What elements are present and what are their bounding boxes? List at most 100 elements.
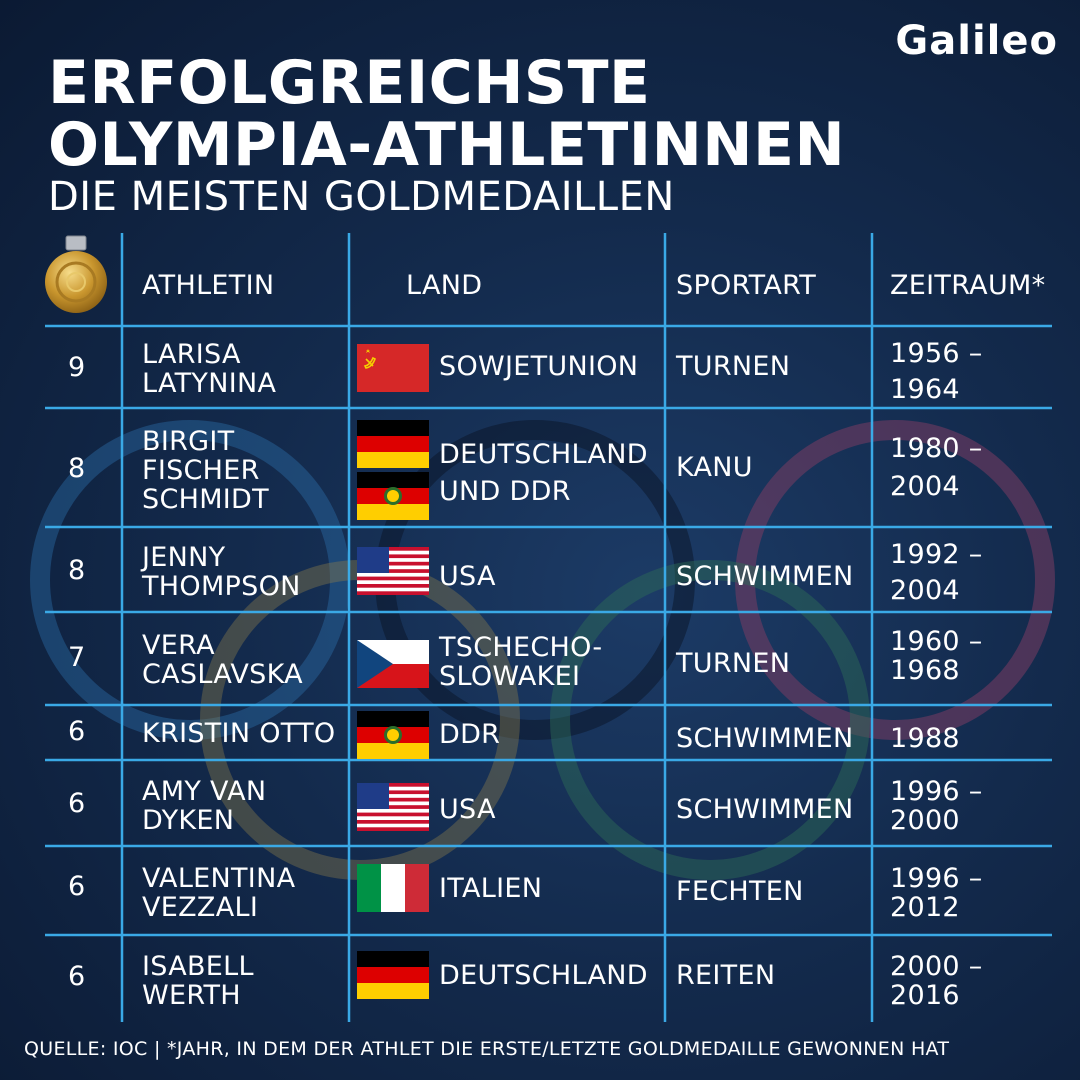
period-line: 2004 bbox=[890, 575, 960, 606]
country-name: SOWJETUNION bbox=[439, 351, 639, 382]
period-cell: 1992 – 2004 bbox=[890, 537, 983, 609]
country-name: SLOWAKEI bbox=[439, 661, 581, 692]
period-line: 1996 – bbox=[890, 776, 983, 807]
rank-cell: 6 bbox=[68, 788, 86, 819]
athlete-name-line: JENNY bbox=[142, 542, 226, 573]
page-subtitle: DIE MEISTEN GOLDMEDAILLEN bbox=[48, 174, 675, 220]
sport-cell: SCHWIMMEN bbox=[676, 723, 854, 754]
athlete-name-line: BIRGIT bbox=[142, 426, 235, 457]
period-line: 2004 bbox=[890, 471, 960, 502]
rank-cell: 6 bbox=[68, 961, 86, 992]
sport-cell: KANU bbox=[676, 452, 753, 483]
country-name: DDR bbox=[439, 719, 501, 750]
athlete-cell: AMY VAN DYKEN bbox=[142, 777, 266, 835]
galileo-logo: Galileo bbox=[895, 18, 1058, 64]
rank-cell: 6 bbox=[68, 871, 86, 902]
usa-flag-icon bbox=[357, 783, 429, 831]
sport-cell: SCHWIMMEN bbox=[676, 794, 854, 825]
athlete-cell: VERA CASLAVSKA bbox=[142, 631, 303, 689]
athlete-name-line: CASLAVSKA bbox=[142, 659, 303, 690]
country-cell: ITALIEN bbox=[439, 874, 542, 903]
country-name: USA bbox=[439, 561, 496, 592]
athlete-cell: BIRGIT FISCHER SCHMIDT bbox=[142, 427, 269, 514]
athlete-cell: ISABELL WERTH bbox=[142, 952, 254, 1010]
title-line-1: ERFOLGREICHSTE bbox=[48, 48, 651, 118]
country-cell: USA bbox=[439, 795, 496, 824]
country-name: TSCHECHO- bbox=[439, 632, 603, 663]
athlete-name-line: LARISA bbox=[142, 339, 241, 370]
period-line: 1968 bbox=[890, 655, 960, 686]
athlete-name-line: FISCHER bbox=[142, 455, 260, 486]
gdr-flag-icon bbox=[357, 472, 429, 520]
period-cell: 1960 – 1968 bbox=[890, 627, 983, 685]
sport-cell: TURNEN bbox=[676, 648, 791, 679]
athlete-name-line: SCHMIDT bbox=[142, 484, 269, 515]
period-line: 1964 bbox=[890, 374, 960, 405]
rank-cell: 8 bbox=[68, 453, 86, 484]
period-line: 2000 – bbox=[890, 951, 983, 982]
usa-flag-icon bbox=[357, 547, 429, 595]
rank-cell: 9 bbox=[68, 352, 86, 383]
country-name: ITALIEN bbox=[439, 873, 543, 904]
column-header-period: ZEITRAUM* bbox=[890, 270, 1046, 301]
period-cell: 1956 – 1964 bbox=[890, 336, 983, 408]
period-cell: 2000 – 2016 bbox=[890, 952, 983, 1010]
italy-flag-icon bbox=[357, 864, 429, 912]
period-cell: 1988 bbox=[890, 724, 960, 753]
sport-cell: REITEN bbox=[676, 960, 776, 991]
column-header-sport: SPORTART bbox=[676, 270, 817, 301]
athlete-cell: LARISA LATYNINA bbox=[142, 340, 276, 398]
rank-cell: 8 bbox=[68, 555, 86, 586]
period-line: 1992 – bbox=[890, 539, 983, 570]
period-cell: 1996 – 2012 bbox=[890, 864, 983, 922]
country-cell: SOWJETUNION bbox=[439, 352, 638, 381]
column-header-athlete: ATHLETIN bbox=[142, 270, 275, 301]
germany-flag-icon bbox=[357, 951, 429, 999]
athlete-name-line: VEZZALI bbox=[142, 892, 259, 923]
country-cell: DDR bbox=[439, 720, 500, 749]
gold-medal-icon bbox=[45, 235, 107, 313]
country-name: UND DDR bbox=[439, 476, 571, 507]
source-footnote: QUELLE: IOC | *JAHR, IN DEM DER ATHLET D… bbox=[24, 1038, 950, 1060]
germany-flag-icon bbox=[357, 420, 429, 468]
ring-red bbox=[735, 420, 1055, 740]
period-line: 1996 – bbox=[890, 863, 983, 894]
athlete-name-line: AMY VAN bbox=[142, 776, 267, 807]
athlete-name-line: WERTH bbox=[142, 980, 241, 1011]
athlete-name-line: VALENTINA bbox=[142, 863, 296, 894]
period-line: 1988 bbox=[890, 723, 960, 754]
sport-cell: FECHTEN bbox=[676, 876, 804, 907]
athlete-name-line: KRISTIN OTTO bbox=[142, 718, 336, 749]
title-line-2: OLYMPIA-ATHLETINNEN bbox=[48, 110, 846, 180]
athlete-name-line: VERA bbox=[142, 630, 215, 661]
athlete-cell: VALENTINA VEZZALI bbox=[142, 864, 295, 922]
period-line: 1980 – bbox=[890, 433, 983, 464]
period-line: 2012 bbox=[890, 892, 960, 923]
ring-green bbox=[550, 560, 870, 880]
athlete-name-line: DYKEN bbox=[142, 805, 235, 836]
athlete-name-line: THOMPSON bbox=[142, 571, 301, 602]
gdr-flag-icon bbox=[357, 711, 429, 759]
country-name: DEUTSCHLAND bbox=[439, 439, 648, 470]
page-title: ERFOLGREICHSTE OLYMPIA-ATHLETINNEN bbox=[48, 52, 845, 176]
country-name: USA bbox=[439, 794, 496, 825]
ring-blue bbox=[30, 420, 350, 740]
column-header-country: LAND bbox=[406, 270, 483, 301]
period-line: 2000 bbox=[890, 805, 960, 836]
period-line: 2016 bbox=[890, 980, 960, 1011]
country-name: DEUTSCHLAND bbox=[439, 960, 648, 991]
country-cell: TSCHECHO- SLOWAKEI bbox=[439, 633, 602, 691]
athlete-name-line: ISABELL bbox=[142, 951, 254, 982]
athlete-cell: KRISTIN OTTO bbox=[142, 719, 335, 748]
athlete-cell: JENNY THOMPSON bbox=[142, 543, 301, 601]
period-cell: 1980 – 2004 bbox=[890, 430, 983, 506]
sport-cell: SCHWIMMEN bbox=[676, 561, 854, 592]
rank-cell: 7 bbox=[68, 642, 86, 673]
czechoslovakia-flag-icon bbox=[357, 640, 429, 688]
period-line: 1960 – bbox=[890, 626, 983, 657]
period-line: 1956 – bbox=[890, 338, 983, 369]
country-cell: USA bbox=[439, 562, 496, 591]
sport-cell: TURNEN bbox=[676, 351, 791, 382]
period-cell: 1996 – 2000 bbox=[890, 777, 983, 835]
country-cell: DEUTSCHLAND bbox=[439, 961, 648, 990]
